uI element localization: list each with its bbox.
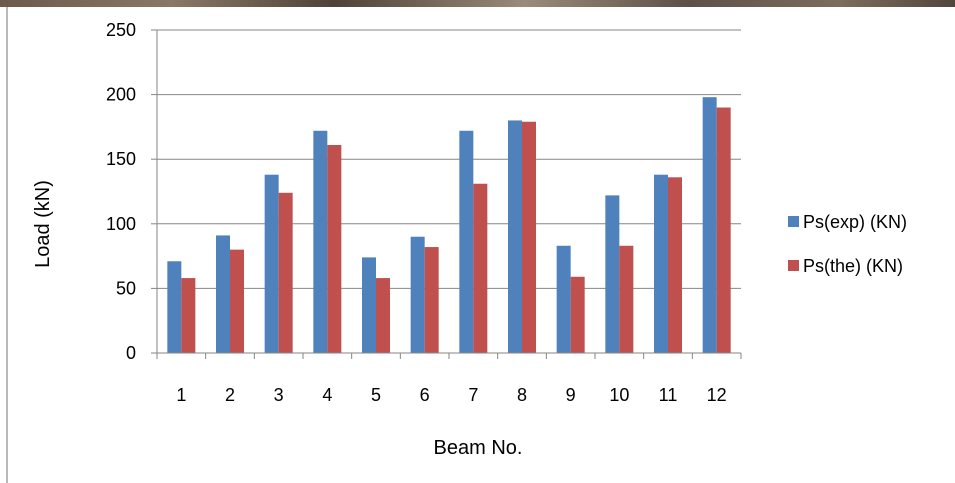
x-axis-title: Beam No. (434, 437, 523, 459)
bar-the-7 (473, 183, 488, 353)
bar-the-1 (181, 278, 196, 353)
y-tick-label: 150 (106, 149, 136, 169)
x-tick-label: 10 (609, 385, 629, 405)
bars (167, 97, 731, 354)
background-photo-strip (0, 0, 955, 7)
bar-exp-1 (167, 261, 182, 353)
legend-label: Ps(the) (KN) (803, 256, 903, 276)
x-tick-labels: 1 2 3 4 5 6 7 8 9 10 11 12 (176, 385, 726, 405)
bar-exp-12 (702, 97, 717, 354)
x-tick-label: 11 (659, 385, 678, 405)
bar-exp-6 (410, 236, 425, 353)
legend-label: Ps(exp) (KN) (803, 212, 907, 232)
x-tick-label: 4 (322, 385, 332, 405)
bar-the-5 (376, 278, 390, 353)
y-tick-label: 200 (106, 85, 136, 105)
x-tick-label: 9 (566, 385, 576, 405)
bar-the-2 (230, 249, 244, 353)
axes (151, 29, 742, 359)
bar-exp-9 (556, 245, 571, 353)
bar-the-8 (522, 121, 536, 354)
bar-the-6 (424, 247, 439, 353)
y-tick-label: 50 (116, 278, 136, 298)
bar-exp-8 (508, 120, 522, 353)
bar-exp-11 (654, 174, 668, 353)
gridlines (157, 29, 741, 289)
x-tick-label: 7 (468, 385, 478, 405)
bar-exp-7 (459, 130, 474, 353)
bar-exp-10 (605, 195, 620, 353)
x-tick-label: 2 (225, 385, 235, 405)
y-tick-label: 0 (126, 343, 136, 363)
x-tick-label: 6 (420, 385, 430, 405)
bar-exp-5 (362, 257, 376, 353)
x-tick-label: 1 (176, 385, 186, 405)
bar-exp-2 (216, 235, 230, 353)
x-tick-label: 5 (371, 385, 381, 405)
left-border-line (6, 7, 8, 483)
x-tick-label: 12 (707, 385, 727, 405)
y-tick-labels: 0 50 100 150 200 250 (106, 20, 136, 363)
bar-the-4 (327, 144, 342, 353)
legend-swatch (788, 216, 799, 227)
bar-the-11 (668, 177, 682, 353)
y-tick-label: 250 (106, 20, 136, 40)
y-axis-title: Load (kN) (32, 180, 54, 268)
bar-the-3 (278, 192, 293, 353)
legend-swatch (788, 260, 799, 271)
bar-the-9 (570, 276, 585, 353)
bar-exp-3 (264, 174, 279, 353)
bar-the-12 (716, 107, 731, 354)
bar-the-10 (619, 245, 634, 353)
bar-exp-4 (313, 130, 328, 353)
legend: Ps(exp) (KN) Ps(the) (KN) (788, 212, 907, 276)
x-tick-label: 3 (274, 385, 284, 405)
y-tick-label: 100 (106, 214, 136, 234)
x-tick-label: 8 (517, 385, 527, 405)
